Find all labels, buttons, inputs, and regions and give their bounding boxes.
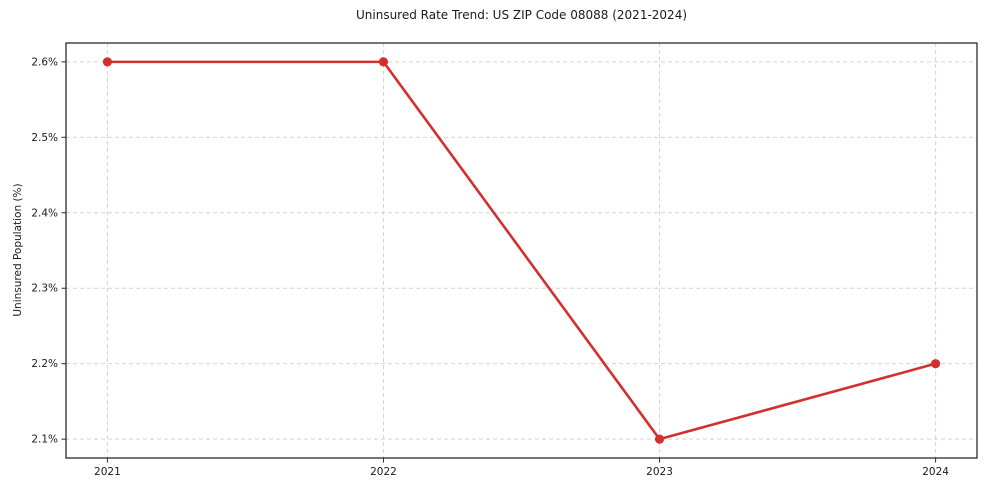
x-tick-label: 2023 (646, 466, 673, 478)
y-axis-label: Uninsured Population (%) (12, 183, 24, 317)
y-tick-label: 2.6% (31, 56, 58, 68)
data-point-marker (930, 359, 941, 369)
y-tick-label: 2.4% (31, 207, 58, 219)
y-tick-label: 2.5% (31, 132, 58, 144)
trend-line (106, 60, 937, 441)
y-tick-label: 2.1% (31, 434, 58, 446)
y-tick-label: 2.3% (31, 283, 58, 295)
chart-title: Uninsured Rate Trend: US ZIP Code 08088 … (355, 8, 688, 22)
data-point-marker (378, 57, 389, 67)
data-point-marker (654, 434, 665, 444)
x-tick-label: 2021 (94, 466, 121, 478)
data-point-marker (102, 57, 113, 67)
x-tick-label: 2024 (922, 466, 949, 478)
y-tick-label: 2.2% (31, 358, 58, 370)
plot-border (65, 42, 978, 459)
x-tick-label: 2022 (370, 466, 397, 478)
